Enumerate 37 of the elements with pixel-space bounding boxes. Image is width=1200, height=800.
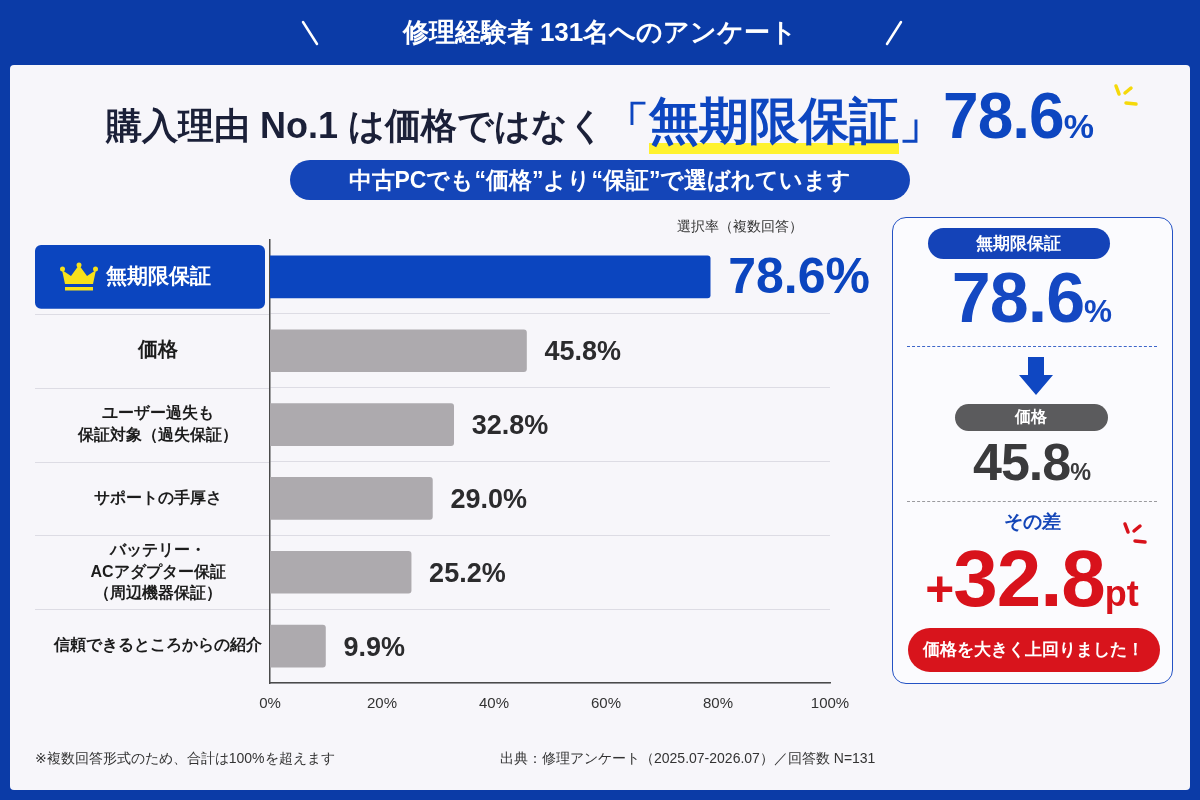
text: 価格 [1015, 406, 1047, 427]
y-tick-label: サポートの手厚さ [94, 488, 222, 506]
bar [270, 550, 412, 594]
y-tick-label: 信頼できるところからの紹介 [53, 636, 263, 655]
x-tick-label: 0% [259, 694, 281, 712]
data-label: 45.8% [544, 336, 622, 367]
text: +32.8pt [925, 533, 1139, 623]
data-label: 78.6% [728, 247, 870, 304]
x-tick-label: 60% [590, 694, 622, 712]
x-tick-label: 80% [702, 694, 734, 712]
data-label: 9.9% [343, 631, 405, 662]
text: その差 [1003, 509, 1061, 534]
x-tick-label: 100% [810, 694, 850, 712]
bar [270, 624, 326, 668]
bar [270, 477, 433, 520]
data-label: 32.8% [471, 410, 549, 441]
text: 78.6% [951, 258, 1113, 337]
text: 無期限保証 [976, 232, 1061, 255]
text: 45.8% [972, 432, 1092, 491]
x-axis-title: 選択率（複数回答） [677, 218, 803, 234]
chart-title: 購入理由 No.1 は価格ではなく「無期限保証」78.6% [106, 80, 1094, 154]
x-tick-label: 20% [366, 694, 398, 712]
text: 修理経験者 131名へのアンケート [402, 17, 798, 47]
y-tick-label: ユーザー過失も保証対象（過失保証） [77, 404, 238, 444]
bar [270, 329, 527, 373]
data-label: 29.0% [450, 483, 527, 514]
source-note: 出典：修理アンケート（2025.07-2026.07）／回答数 N=131 [500, 750, 876, 766]
y-tick-label: 無期限保証 [104, 263, 211, 287]
bar [270, 403, 455, 446]
text: 価格を大きく上回りました！ [923, 639, 1144, 661]
text: ※複数回答形式のため、合計は100%を超えます [35, 750, 335, 766]
bar [270, 255, 711, 299]
y-tick-label: 価格 [137, 338, 179, 361]
chart-subtitle: 中古PCでも“価格”より“保証”で選ばれています [348, 165, 852, 195]
x-tick-label: 40% [478, 694, 510, 712]
y-tick-label: バッテリー・ACアダプター保証（周辺機器保証） [90, 541, 226, 603]
data-label: 25.2% [429, 557, 506, 588]
